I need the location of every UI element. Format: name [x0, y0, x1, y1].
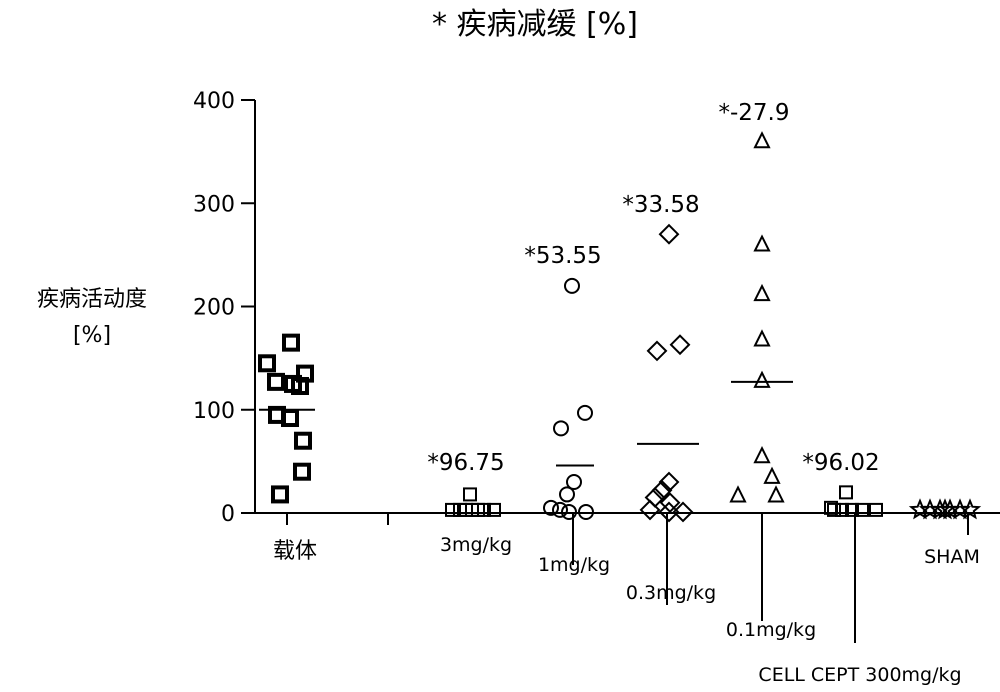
data-point-triangle [753, 131, 771, 149]
group-annotation: *53.55 [524, 243, 601, 269]
x-category-label: 载体 [273, 539, 317, 564]
data-point-circle [578, 503, 594, 520]
data-point-diamond [672, 501, 694, 523]
group-annotation: *-27.9 [718, 100, 789, 126]
data-point-star [958, 498, 982, 520]
data-point-diamond [639, 499, 661, 521]
x-category-label: SHAM [924, 546, 980, 568]
data-point-circle [552, 501, 568, 518]
data-point-circle [553, 420, 569, 437]
data-point-circle [566, 474, 582, 491]
group-0: 载体 [258, 333, 317, 564]
data-point-square [463, 487, 477, 502]
y-tick-label: 400 [193, 89, 235, 114]
data-point-triangle [753, 445, 771, 464]
x-category-label: 1mg/kg [538, 554, 610, 576]
data-groups: 载体 3mg/kg *96.75 1mg/kg *53.55 0.3mg/kg *33.58… [258, 100, 982, 686]
y-axis-label: 疾病活动度 [37, 287, 147, 312]
data-point-square [445, 502, 459, 517]
data-point-square [271, 485, 289, 504]
data-point-circle [559, 486, 575, 503]
y-axis-ticks: 0 100 200 300 400 [193, 89, 255, 527]
group-5: CELL CEPT 300mg/kg *96.02 [758, 450, 961, 686]
data-point-square [827, 502, 841, 517]
x-category-label: 0.3mg/kg [626, 582, 716, 604]
data-point-square [487, 502, 501, 517]
data-point-square [845, 502, 859, 517]
data-point-triangle [767, 485, 785, 503]
data-point-star [933, 498, 957, 520]
group-annotation: *33.58 [622, 192, 699, 218]
data-point-diamond [658, 501, 680, 523]
group-6: SHAM [908, 498, 982, 568]
y-tick-label: 0 [221, 502, 235, 527]
y-tick-label: 300 [193, 192, 235, 217]
data-point-square [281, 409, 299, 428]
data-point-triangle [753, 283, 771, 302]
data-point-triangle [729, 485, 747, 503]
data-point-square [869, 502, 883, 517]
data-point-diamond [658, 223, 680, 245]
data-point-square [294, 431, 312, 450]
data-point-triangle [763, 466, 781, 484]
group-1: 3mg/kg *96.75 [387, 450, 512, 556]
data-point-square [282, 333, 300, 352]
y-axis-label-unit: [%] [73, 323, 111, 348]
data-point-triangle [753, 370, 771, 388]
data-point-square [293, 462, 311, 481]
data-point-square [291, 377, 309, 396]
group-4: 0.1mg/kg *-27.9 [718, 100, 816, 641]
data-point-circle [577, 404, 593, 421]
x-category-label: CELL CEPT 300mg/kg [758, 664, 961, 686]
data-point-square [855, 502, 869, 517]
data-point-triangle [753, 234, 771, 252]
chart-title: * 疾病减缓 [%] [432, 7, 638, 42]
data-point-square [477, 502, 491, 517]
x-category-label: 3mg/kg [440, 534, 512, 556]
data-point-triangle [753, 329, 771, 347]
data-point-circle [564, 277, 580, 294]
group-annotation: *96.75 [427, 450, 504, 476]
data-point-circle [561, 503, 577, 520]
x-category-label: 0.1mg/kg [726, 619, 816, 641]
data-point-diamond [646, 340, 668, 362]
data-point-square [258, 354, 276, 373]
y-tick-label: 100 [193, 399, 235, 424]
group-3: 0.3mg/kg *33.58 [622, 192, 716, 605]
group-2: 1mg/kg *53.55 [524, 243, 610, 576]
group-annotation: *96.02 [802, 450, 879, 476]
data-point-square [839, 485, 853, 500]
data-point-circle [543, 499, 559, 516]
data-point-diamond [669, 334, 691, 356]
data-point-diamond [659, 492, 681, 514]
y-tick-label: 200 [193, 296, 235, 321]
data-point-square [835, 502, 849, 517]
data-point-square [267, 372, 285, 391]
